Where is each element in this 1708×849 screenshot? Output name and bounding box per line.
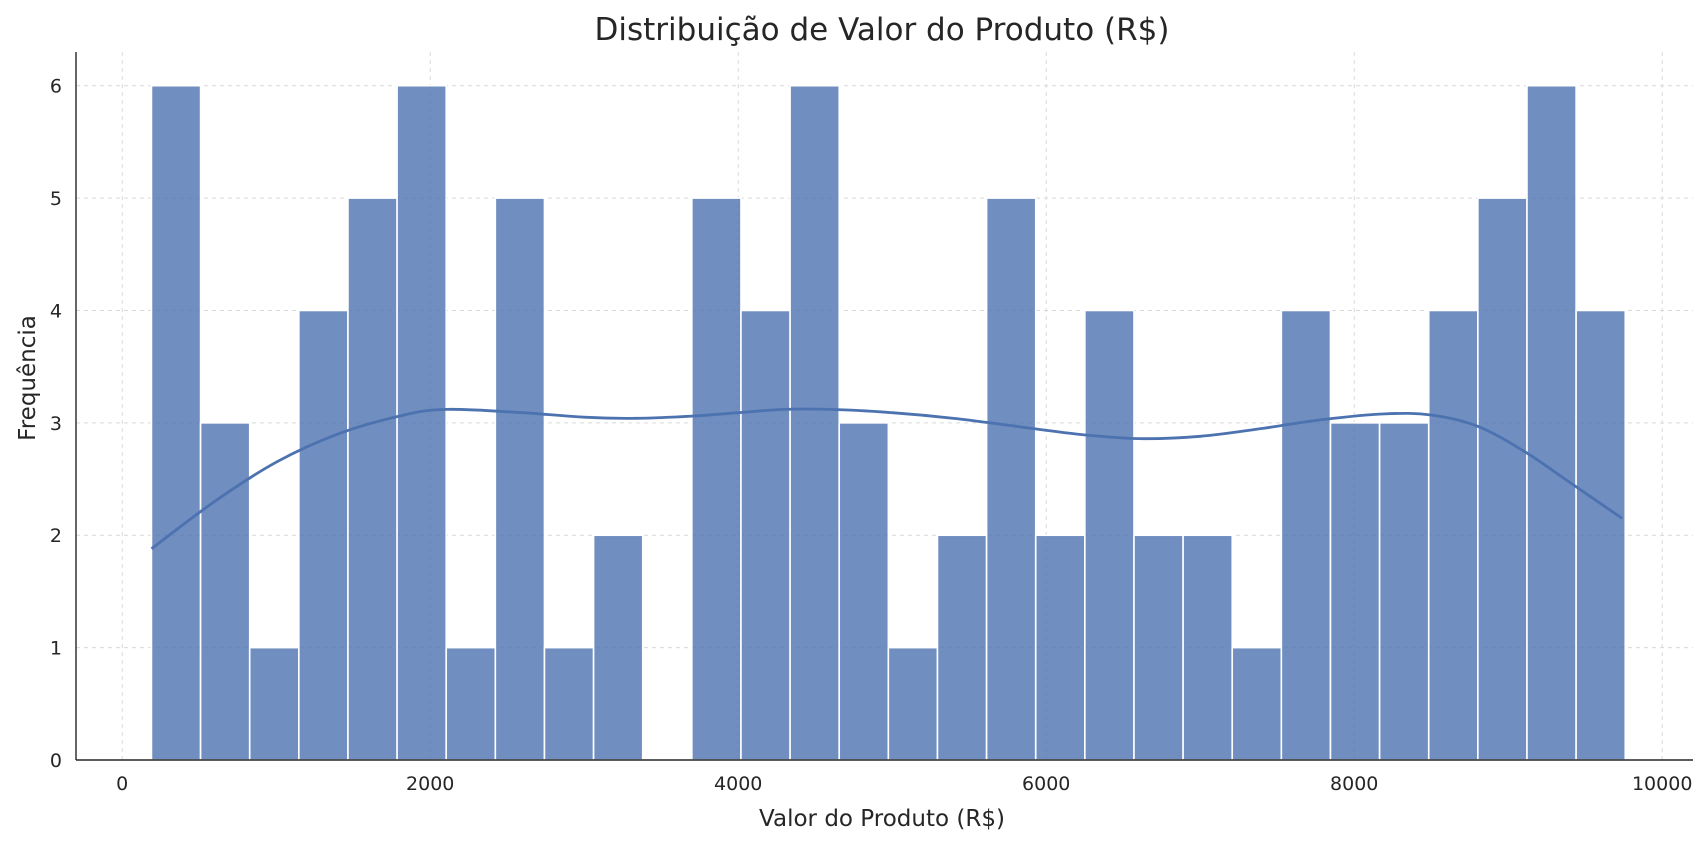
histogram-bar bbox=[199, 422, 251, 761]
y-tick-label: 3 bbox=[50, 413, 62, 435]
histogram-bar bbox=[592, 534, 644, 761]
x-tick-label: 10000 bbox=[1632, 773, 1692, 795]
histogram-bar bbox=[298, 309, 349, 761]
histogram-bar bbox=[445, 646, 497, 761]
x-axis-label: Valor do Produto (R$) bbox=[759, 806, 1005, 832]
histogram-bar bbox=[936, 534, 988, 761]
y-tick-label: 4 bbox=[50, 300, 62, 322]
histogram-bar bbox=[1084, 309, 1135, 761]
histogram-bar bbox=[1526, 84, 1577, 761]
histogram-bar bbox=[150, 84, 202, 761]
y-tick-label: 6 bbox=[50, 76, 62, 98]
histogram-bar bbox=[1575, 309, 1627, 761]
histogram-bar bbox=[1427, 309, 1479, 761]
histogram-bar bbox=[1477, 197, 1528, 761]
x-tick-label: 2000 bbox=[406, 773, 454, 795]
y-tick-label: 5 bbox=[50, 188, 62, 210]
y-axis-label: Frequência bbox=[15, 315, 41, 441]
y-tick-label: 1 bbox=[50, 638, 62, 660]
y-ticks: 0 1 2 3 4 5 6 bbox=[50, 76, 62, 772]
x-tick-label: 8000 bbox=[1330, 773, 1378, 795]
axes bbox=[75, 52, 1693, 761]
kde-curve bbox=[150, 407, 1623, 550]
histogram-bar bbox=[1231, 646, 1283, 761]
x-ticks: 0 2000 4000 6000 8000 10000 bbox=[116, 773, 1692, 795]
histogram-bar bbox=[789, 84, 841, 761]
histogram-bar bbox=[1280, 309, 1332, 761]
y-tick-label: 0 bbox=[50, 750, 62, 772]
histogram-bar bbox=[1034, 534, 1086, 761]
histogram-bar bbox=[494, 197, 546, 761]
histogram-bar bbox=[1378, 422, 1430, 761]
histogram-bar bbox=[543, 646, 595, 761]
histogram-bar bbox=[887, 646, 939, 761]
x-tick-label: 0 bbox=[116, 773, 128, 795]
histogram-bar bbox=[691, 197, 742, 761]
histogram-bar bbox=[740, 309, 791, 761]
kde-curve-layer bbox=[150, 407, 1623, 550]
histogram-bar bbox=[1133, 534, 1184, 761]
chart-title: Distribuição de Valor do Produto (R$) bbox=[595, 12, 1170, 48]
histogram-bars bbox=[150, 84, 1627, 761]
histogram-bar bbox=[1329, 422, 1381, 761]
histogram-bar bbox=[838, 422, 890, 761]
x-tick-label: 6000 bbox=[1022, 773, 1070, 795]
x-tick-label: 4000 bbox=[714, 773, 762, 795]
histogram-bar bbox=[985, 197, 1037, 761]
histogram-bar bbox=[347, 197, 398, 761]
y-tick-label: 2 bbox=[50, 525, 62, 547]
histogram-bar bbox=[396, 84, 448, 761]
histogram-bar bbox=[248, 646, 300, 761]
histogram-bar bbox=[1182, 534, 1234, 761]
